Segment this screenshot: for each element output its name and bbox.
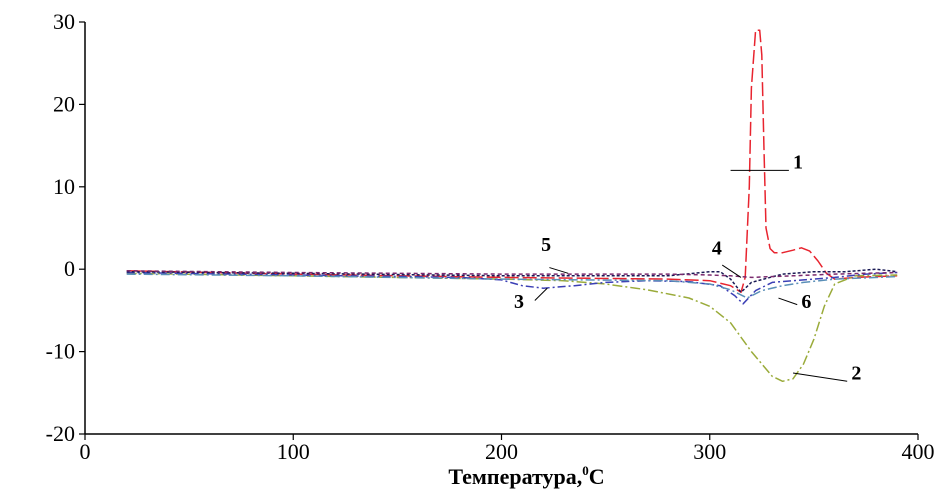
series-label-6: 6 (801, 291, 811, 313)
series-label-3: 3 (514, 291, 524, 313)
y-tick-label: 0 (64, 256, 75, 281)
y-tick-label: -20 (46, 421, 75, 446)
y-tick-label: 10 (53, 174, 75, 199)
y-tick-label: 30 (53, 9, 75, 34)
series-label-2: 2 (851, 363, 861, 385)
series-line-2 (126, 272, 898, 383)
x-tick-label: 200 (485, 439, 518, 464)
series-line-1 (126, 29, 898, 294)
y-tick-label: -10 (46, 339, 75, 364)
label-leader-3 (534, 287, 548, 301)
x-axis-title: Температура,0C (448, 463, 604, 489)
x-tick-label: 100 (277, 439, 310, 464)
x-tick-label: 0 (80, 439, 91, 464)
x-tick-label: 300 (693, 439, 726, 464)
label-leader-6 (778, 297, 798, 306)
series-label-1: 1 (793, 152, 803, 174)
label-leader-5 (549, 267, 569, 274)
y-tick-label: 20 (53, 91, 75, 116)
series-line-5 (126, 270, 898, 279)
label-leader-4 (721, 264, 742, 278)
series-line-6 (126, 273, 898, 299)
x-tick-label: 400 (902, 439, 935, 464)
label-leader-2 (792, 372, 848, 382)
series-line-4 (126, 268, 898, 294)
series-label-4: 4 (712, 237, 722, 259)
series-label-5: 5 (541, 234, 551, 256)
